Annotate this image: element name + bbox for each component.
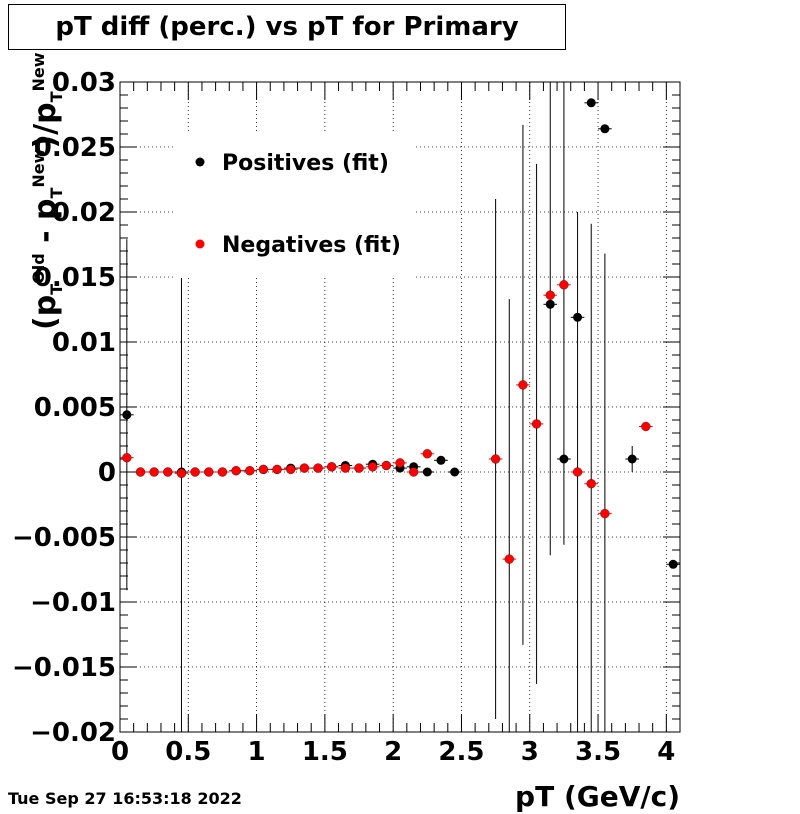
negative-point	[204, 467, 214, 477]
positive-point	[573, 312, 583, 322]
legend-marker-1	[195, 239, 205, 249]
negative-point	[559, 280, 569, 290]
negative-point	[122, 453, 132, 463]
ylabel-sup-new2: New	[29, 52, 48, 92]
ylabel-sup-old: Old	[29, 253, 48, 284]
positive-point	[600, 124, 610, 134]
ylabel-sup-new1: New	[29, 148, 48, 188]
x-tick-label: 2.5	[438, 737, 484, 767]
negative-point	[258, 464, 269, 475]
tick-labels: 0 0.5 1 1.5 2 2.5 3 3.5 4 −0.02 −0.015 −0.01 −0.005 0…	[12, 68, 675, 767]
legend-marker-0	[195, 157, 205, 167]
y-tick-label: −0.005	[12, 523, 116, 553]
negative-point	[395, 458, 405, 468]
positive-point	[559, 454, 569, 464]
negative-point	[327, 462, 337, 472]
data-points	[122, 98, 678, 569]
negative-point	[422, 449, 432, 459]
negative-point	[149, 467, 159, 477]
chart-title: pT diff (perc.) vs pT for Primary	[8, 4, 566, 50]
negative-point	[572, 467, 583, 477]
negative-point	[286, 464, 296, 475]
y-tick-label: 0.03	[52, 68, 116, 98]
legend-box	[176, 132, 416, 278]
axis-ticks	[119, 81, 681, 733]
negative-point	[354, 463, 364, 473]
ylabel-sub-t2: T	[47, 187, 66, 199]
x-tick-label: 0.5	[165, 737, 211, 767]
x-tick-label: 2	[384, 737, 402, 767]
x-axis-label: pT (GeV/c)	[515, 780, 680, 813]
legend-label-0: Positives (fit)	[222, 151, 389, 176]
timestamp: Tue Sep 27 16:53:18 2022	[8, 789, 242, 808]
y-tick-label: −0.02	[30, 718, 116, 748]
negative-point	[163, 467, 173, 477]
ylabel-minus: - p	[28, 198, 63, 254]
negative-point	[231, 466, 241, 476]
negative-point	[531, 419, 542, 429]
x-tick-label: 1	[248, 737, 266, 767]
y-tick-label: 0.005	[34, 393, 116, 423]
positive-point	[668, 559, 678, 569]
y-tick-label: −0.015	[12, 653, 116, 683]
negative-point	[217, 467, 228, 477]
ylabel-sub-t1: T	[47, 283, 66, 295]
ylabel-close: )/p	[28, 102, 63, 149]
negative-point	[299, 463, 310, 473]
negative-point	[490, 454, 501, 464]
x-tick-label: 4	[657, 737, 675, 767]
negative-point	[518, 380, 528, 390]
negative-point	[504, 554, 514, 564]
positive-point	[627, 454, 637, 464]
negative-point	[176, 468, 187, 478]
y-tick-label: 0.01	[52, 328, 116, 358]
legend-label-1: Negatives (fit)	[222, 233, 401, 258]
positive-point	[586, 98, 596, 108]
legend: Positives (fit) Negatives (fit)	[195, 151, 401, 258]
positive-point	[436, 455, 446, 465]
x-tick-label: 0	[111, 737, 129, 767]
negative-point	[368, 462, 378, 472]
y-tick-label: 0.015	[34, 263, 116, 293]
negative-point	[272, 464, 282, 475]
negative-point	[381, 460, 391, 471]
negative-point	[135, 467, 146, 477]
ylabel-sub-t3: T	[47, 91, 66, 103]
y-tick-label: 0.02	[52, 198, 116, 228]
positive-point	[450, 467, 460, 477]
ylabel-open: (p	[28, 294, 63, 330]
negative-point	[586, 479, 596, 489]
negative-point	[545, 290, 555, 300]
positive-point	[422, 467, 432, 477]
negative-point	[641, 421, 651, 432]
x-tick-label: 3	[521, 737, 539, 767]
y-tick-label: −0.01	[30, 588, 116, 618]
y-tick-label: 0.025	[34, 133, 116, 163]
negative-point	[245, 466, 255, 476]
x-tick-label: 1.5	[302, 737, 348, 767]
negative-point	[340, 463, 351, 473]
plot-frame	[119, 81, 681, 733]
x-tick-label: 3.5	[575, 737, 621, 767]
y-tick-label: 0	[98, 458, 116, 488]
negative-point	[600, 508, 610, 519]
negative-point	[313, 463, 323, 473]
negative-point	[190, 467, 200, 477]
positive-point	[122, 410, 132, 420]
negative-point	[409, 467, 419, 477]
positive-point	[545, 299, 555, 309]
